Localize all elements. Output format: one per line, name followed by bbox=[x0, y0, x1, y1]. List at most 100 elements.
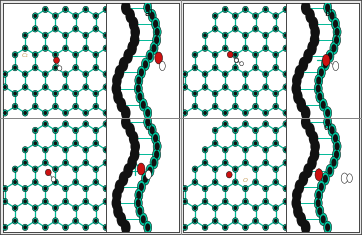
Circle shape bbox=[222, 32, 228, 39]
Circle shape bbox=[12, 218, 18, 224]
Circle shape bbox=[151, 44, 157, 52]
Circle shape bbox=[130, 139, 140, 154]
Circle shape bbox=[273, 51, 279, 58]
Circle shape bbox=[153, 26, 161, 38]
Circle shape bbox=[93, 103, 99, 110]
Circle shape bbox=[233, 180, 237, 184]
Circle shape bbox=[13, 104, 17, 109]
Circle shape bbox=[226, 172, 232, 178]
Circle shape bbox=[283, 147, 289, 153]
Circle shape bbox=[104, 161, 108, 165]
Circle shape bbox=[291, 196, 301, 211]
Circle shape bbox=[254, 128, 257, 133]
Circle shape bbox=[254, 206, 257, 210]
Circle shape bbox=[33, 180, 37, 184]
Circle shape bbox=[150, 156, 158, 169]
Circle shape bbox=[73, 218, 79, 224]
Circle shape bbox=[94, 91, 98, 96]
Circle shape bbox=[307, 41, 317, 55]
Circle shape bbox=[144, 1, 152, 14]
Circle shape bbox=[273, 13, 279, 19]
Circle shape bbox=[23, 161, 27, 165]
Circle shape bbox=[23, 187, 27, 191]
Circle shape bbox=[243, 121, 248, 127]
Circle shape bbox=[182, 84, 188, 90]
Circle shape bbox=[329, 126, 334, 134]
Circle shape bbox=[254, 14, 257, 18]
Circle shape bbox=[152, 132, 160, 145]
Circle shape bbox=[147, 52, 152, 60]
Circle shape bbox=[22, 185, 28, 192]
Circle shape bbox=[54, 141, 57, 145]
Circle shape bbox=[317, 93, 323, 101]
Circle shape bbox=[243, 185, 248, 192]
Circle shape bbox=[84, 187, 88, 191]
Circle shape bbox=[32, 179, 38, 185]
Circle shape bbox=[42, 6, 48, 13]
Circle shape bbox=[283, 71, 289, 77]
Circle shape bbox=[234, 58, 239, 63]
Circle shape bbox=[103, 71, 109, 77]
Circle shape bbox=[153, 148, 161, 161]
Circle shape bbox=[93, 140, 99, 146]
Circle shape bbox=[341, 173, 348, 183]
Circle shape bbox=[332, 132, 340, 145]
Circle shape bbox=[327, 52, 332, 60]
Circle shape bbox=[84, 111, 88, 115]
Circle shape bbox=[138, 66, 146, 79]
Circle shape bbox=[137, 93, 143, 101]
Circle shape bbox=[244, 46, 247, 50]
Circle shape bbox=[330, 156, 338, 169]
Circle shape bbox=[264, 148, 268, 152]
Circle shape bbox=[232, 205, 238, 211]
Circle shape bbox=[138, 180, 146, 193]
Circle shape bbox=[291, 81, 301, 96]
Circle shape bbox=[139, 213, 147, 226]
Circle shape bbox=[243, 6, 248, 13]
Circle shape bbox=[74, 128, 77, 133]
Circle shape bbox=[274, 53, 278, 57]
Circle shape bbox=[63, 71, 68, 77]
Circle shape bbox=[299, 171, 308, 186]
Circle shape bbox=[182, 198, 188, 205]
Circle shape bbox=[83, 185, 89, 192]
Circle shape bbox=[32, 90, 38, 97]
Circle shape bbox=[244, 85, 247, 89]
Circle shape bbox=[3, 72, 7, 76]
Circle shape bbox=[222, 71, 228, 77]
Circle shape bbox=[284, 8, 288, 12]
Circle shape bbox=[43, 187, 47, 191]
Circle shape bbox=[182, 71, 188, 77]
Circle shape bbox=[52, 218, 58, 224]
Circle shape bbox=[323, 175, 328, 183]
Circle shape bbox=[22, 45, 28, 51]
Circle shape bbox=[316, 199, 321, 207]
Circle shape bbox=[326, 50, 334, 63]
Circle shape bbox=[223, 46, 227, 50]
Circle shape bbox=[145, 223, 150, 231]
Text: d): d) bbox=[324, 123, 333, 132]
Circle shape bbox=[153, 140, 161, 153]
Circle shape bbox=[222, 160, 228, 166]
Circle shape bbox=[203, 72, 207, 76]
Circle shape bbox=[52, 90, 58, 97]
Circle shape bbox=[233, 104, 237, 109]
Circle shape bbox=[310, 139, 320, 154]
Circle shape bbox=[64, 148, 67, 152]
Circle shape bbox=[145, 118, 150, 126]
Circle shape bbox=[193, 104, 197, 109]
Circle shape bbox=[144, 116, 152, 128]
Circle shape bbox=[84, 225, 88, 229]
Circle shape bbox=[22, 160, 28, 166]
Circle shape bbox=[324, 107, 332, 119]
Circle shape bbox=[83, 45, 89, 51]
Circle shape bbox=[129, 131, 138, 146]
Circle shape bbox=[213, 219, 217, 223]
Circle shape bbox=[74, 53, 77, 57]
Circle shape bbox=[243, 45, 248, 51]
Circle shape bbox=[254, 180, 257, 184]
Circle shape bbox=[264, 8, 268, 12]
Circle shape bbox=[232, 103, 238, 110]
Circle shape bbox=[143, 175, 148, 183]
Circle shape bbox=[273, 26, 279, 32]
